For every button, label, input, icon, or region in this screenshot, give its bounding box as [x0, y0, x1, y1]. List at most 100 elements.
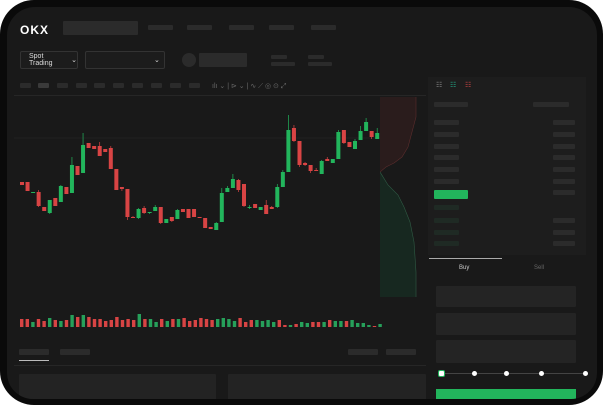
market-type-label: Spot Trading [29, 53, 53, 67]
orderbook-header-price [434, 102, 468, 107]
volume-bar [356, 323, 360, 327]
orderbook-header-amount [533, 102, 569, 107]
candle-body [142, 208, 147, 213]
nav-item[interactable] [229, 25, 254, 30]
candle-body [258, 207, 263, 210]
volume-bar [154, 322, 158, 327]
bid-price [434, 230, 459, 235]
timeframe-button[interactable] [76, 83, 87, 88]
orderbook-bids-icon[interactable]: ☷ [450, 82, 457, 89]
volume-bar [350, 320, 354, 327]
search-bar[interactable] [63, 21, 138, 35]
tab-sell[interactable]: Sell [534, 265, 545, 271]
timeframe-button[interactable] [151, 83, 162, 88]
candle-body [197, 217, 202, 218]
candle-body [264, 205, 269, 214]
timeframe-button[interactable] [170, 83, 181, 88]
candle-body [180, 209, 185, 212]
timeframe-button[interactable] [94, 83, 105, 88]
ask-price [434, 155, 459, 160]
timeframe-button[interactable] [189, 83, 200, 88]
candle-type-icon[interactable]: ılı ⌄ | ⊳ ⌄ | ∿ ⟋ ◎ ⊙ ⤢ [212, 83, 287, 90]
nav-item[interactable] [148, 25, 173, 30]
volume-bar [20, 319, 24, 327]
total-input[interactable] [436, 340, 576, 363]
ask-amount [553, 190, 575, 195]
orderbook-asks-icon[interactable]: ☷ [465, 82, 472, 89]
candle-body [325, 159, 330, 161]
volume-bar [137, 314, 141, 327]
volume-bar [216, 319, 220, 327]
volume-bar [182, 318, 186, 327]
slider-step[interactable] [583, 371, 588, 376]
bid-price [434, 241, 459, 246]
candle-body [114, 169, 119, 190]
slider-step[interactable] [539, 371, 544, 376]
orderbook-both-icon[interactable]: ☷ [436, 82, 443, 89]
volume-bar [378, 324, 382, 327]
candle-body [303, 163, 308, 165]
volume-bar [266, 320, 270, 327]
stat-value [271, 62, 295, 66]
nav-item[interactable] [187, 25, 212, 30]
volume-bar [160, 319, 164, 327]
more-button[interactable] [386, 349, 416, 355]
volume-bar [316, 322, 321, 327]
candle-body [58, 186, 63, 202]
ask-price [434, 120, 459, 125]
volume-bar [333, 321, 337, 327]
candle-body [20, 182, 24, 185]
candle-body [158, 207, 163, 223]
candlestick-chart[interactable] [7, 95, 427, 335]
bid-amount [553, 218, 575, 223]
volume-bar [25, 319, 29, 327]
volume-bar [70, 315, 74, 327]
app-screen: OKX Spot Trading ⌄ ⌄ ılı ⌄ | ⊳ ⌄ | ∿ ⟋ ◎ … [7, 7, 597, 399]
volume-bar [361, 323, 365, 327]
timeframe-button[interactable] [57, 83, 68, 88]
bid-amount [553, 230, 575, 235]
slider-step[interactable] [472, 371, 477, 376]
timeframe-button[interactable] [113, 83, 124, 88]
volume-bar [120, 320, 125, 327]
candle-body [341, 130, 346, 143]
candle-body [119, 187, 124, 189]
market-type-dropdown[interactable]: Spot Trading ⌄ [20, 51, 78, 69]
candle-body [203, 218, 208, 228]
ask-amount [553, 120, 575, 125]
pair-dropdown[interactable]: ⌄ [85, 51, 165, 69]
volume-bar [115, 317, 119, 327]
leverage-slider[interactable] [438, 370, 588, 377]
amount-input[interactable] [436, 313, 576, 335]
tab-buy[interactable]: Buy [459, 265, 470, 271]
volume-bar [232, 321, 237, 327]
assets-card [19, 374, 216, 399]
timeframe-button[interactable] [38, 83, 49, 88]
candle-body [347, 142, 352, 147]
volume-bar [344, 321, 349, 327]
nav-item[interactable] [311, 25, 336, 30]
slider-handle[interactable] [438, 370, 445, 377]
timeframe-button[interactable] [20, 83, 31, 88]
slider-step[interactable] [504, 371, 509, 376]
ask-amount [553, 155, 575, 160]
volume-bar [64, 320, 69, 327]
volume-bar [36, 319, 41, 327]
volume-bar [53, 320, 57, 327]
nav-item[interactable] [269, 25, 294, 30]
candle-body [92, 146, 97, 149]
stat-label [271, 55, 287, 59]
volume-bar [171, 319, 175, 327]
orders-tab[interactable] [19, 349, 49, 355]
ask-amount [553, 179, 575, 184]
filter-button[interactable] [348, 349, 378, 355]
timeframe-button[interactable] [132, 83, 143, 88]
candle-body [81, 145, 86, 173]
history-tab[interactable] [60, 349, 90, 355]
volume-bar [322, 322, 326, 327]
buy-submit-button[interactable] [436, 389, 576, 399]
candle-body [47, 200, 52, 213]
price-input[interactable] [436, 286, 576, 307]
volume-bar [260, 321, 265, 327]
